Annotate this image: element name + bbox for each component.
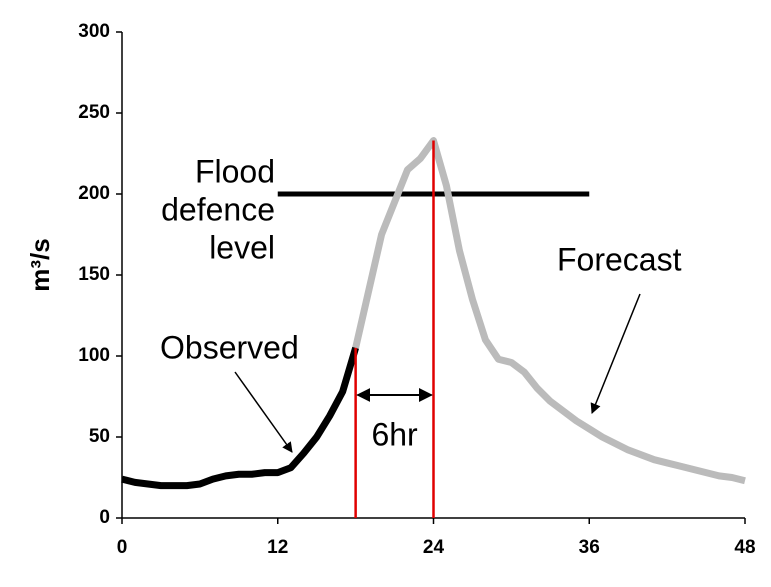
forecast-arrow <box>590 293 641 414</box>
y-tick-label: 150 <box>78 264 110 285</box>
y-tick-label: 250 <box>78 102 110 123</box>
x-tick-label: 24 <box>423 537 445 558</box>
y-tick-label: 200 <box>78 183 110 204</box>
x-tick-label: 0 <box>117 537 128 558</box>
observed-arrow <box>234 371 293 453</box>
forecast-label: Forecast <box>557 241 682 277</box>
interval-label: 6hr <box>371 416 418 452</box>
observed-label: Observed <box>160 329 299 365</box>
series-line <box>352 137 746 485</box>
y-axis-label: m³/s <box>25 238 55 291</box>
flood-level-label: level <box>209 229 275 265</box>
y-tick-label: 0 <box>99 507 110 528</box>
flood-level-label: Flood <box>195 153 275 189</box>
x-tick-label: 12 <box>267 537 288 558</box>
y-tick-label: 50 <box>89 426 110 447</box>
flood-level-label: defence <box>161 191 275 227</box>
y-tick-label: 300 <box>78 21 110 42</box>
x-tick-label: 48 <box>734 537 755 558</box>
y-tick-label: 100 <box>78 345 110 366</box>
series-line <box>121 346 359 490</box>
x-tick-label: 36 <box>579 537 600 558</box>
